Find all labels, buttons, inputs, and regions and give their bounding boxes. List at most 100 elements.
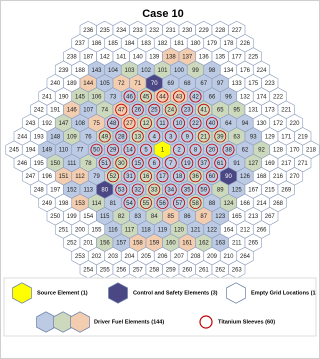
position-label: 239 — [58, 68, 69, 74]
position-label: 204 — [124, 254, 135, 260]
position-label: 100 — [174, 68, 185, 74]
position-label: 65 — [217, 108, 224, 114]
position-label: 22 — [192, 121, 199, 127]
position-label: 154 — [83, 214, 94, 220]
titanium-sleeve — [164, 103, 177, 116]
titanium-sleeve — [107, 117, 120, 130]
titanium-sleeve — [148, 156, 161, 169]
legend-swatch — [226, 282, 246, 304]
position-label: 233 — [133, 28, 144, 34]
position-label: 126 — [240, 174, 251, 180]
position-label: 200 — [75, 227, 86, 233]
titanium-sleeve — [123, 117, 136, 130]
position-label: 104 — [108, 68, 119, 74]
position-label: 178 — [223, 41, 234, 47]
position-label: 93 — [250, 134, 257, 140]
position-label: 11 — [159, 121, 166, 127]
position-label: 130 — [256, 121, 267, 127]
position-label: 158 — [133, 241, 144, 247]
position-label: 19 — [184, 161, 191, 167]
titanium-sleeve — [172, 117, 185, 130]
position-label: 145 — [75, 94, 86, 100]
position-label: 61 — [217, 161, 224, 167]
position-label: 55 — [143, 201, 150, 207]
position-label: 268 — [273, 201, 284, 207]
position-label: 28 — [118, 134, 125, 140]
position-label: 171 — [281, 134, 292, 140]
position-label: 265 — [248, 241, 259, 247]
position-label: 68 — [184, 81, 191, 87]
position-label: 223 — [265, 81, 276, 87]
position-label: 181 — [174, 41, 185, 47]
position-label: 99 — [192, 68, 199, 74]
titanium-sleeve — [164, 183, 177, 196]
position-label: 139 — [149, 54, 160, 60]
position-label: 125 — [232, 187, 243, 193]
position-label: 5 — [144, 148, 148, 154]
position-label: 90 — [225, 174, 232, 180]
titanium-sleeve — [189, 196, 202, 209]
position-label: 261 — [199, 267, 210, 273]
position-label: 121 — [190, 227, 201, 233]
position-label: 115 — [100, 214, 110, 220]
position-label: 250 — [50, 214, 61, 220]
position-label: 140 — [133, 54, 144, 60]
position-label: 167 — [248, 187, 259, 193]
titanium-sleeve — [181, 183, 194, 196]
position-label: 176 — [240, 68, 251, 74]
titanium-sleeve — [98, 156, 111, 169]
position-label: 197 — [50, 187, 61, 193]
position-label: 63 — [233, 134, 240, 140]
legend-label: Control and Safety Elements (3) — [133, 290, 218, 296]
position-label: 92 — [258, 148, 265, 154]
position-label: 26 — [134, 108, 141, 114]
position-label: 67 — [200, 81, 207, 87]
position-label: 70 — [151, 81, 158, 87]
titanium-sleeve — [139, 143, 152, 156]
position-label: 172 — [273, 121, 284, 127]
legend-swatch — [108, 282, 128, 304]
position-label: 13 — [134, 134, 141, 140]
position-label: 36 — [192, 174, 199, 180]
position-label: 10 — [176, 121, 183, 127]
position-label: 220 — [289, 121, 300, 127]
position-label: 259 — [166, 267, 177, 273]
titanium-sleeve — [164, 130, 177, 143]
position-label: 170 — [289, 148, 300, 154]
position-label: 77 — [77, 148, 84, 154]
position-label: 207 — [174, 254, 185, 260]
position-label: 74 — [101, 108, 108, 114]
position-label: 41 — [200, 108, 207, 114]
position-label: 116 — [108, 227, 118, 233]
title: Case 10 — [142, 8, 184, 20]
position-label: 144 — [83, 81, 94, 87]
titanium-sleeve — [156, 117, 169, 130]
position-label: 180 — [190, 41, 201, 47]
position-label: 185 — [108, 41, 119, 47]
position-label: 137 — [182, 54, 193, 60]
position-label: 156 — [100, 241, 111, 247]
position-label: 169 — [265, 161, 276, 167]
position-label: 40 — [209, 121, 216, 127]
position-label: 8 — [194, 148, 198, 154]
position-label: 108 — [75, 121, 86, 127]
titanium-sleeve — [139, 90, 152, 103]
position-label: 15 — [134, 161, 141, 167]
position-label: 240 — [50, 81, 61, 87]
position-label: 124 — [223, 201, 234, 207]
position-label: 141 — [116, 54, 127, 60]
position-label: 82 — [118, 214, 125, 220]
position-label: 113 — [83, 187, 93, 193]
position-label: 205 — [141, 254, 152, 260]
titanium-sleeve — [189, 143, 202, 156]
position-label: 195 — [34, 161, 45, 167]
position-label: 37 — [200, 161, 207, 167]
position-label: 29 — [110, 148, 117, 154]
titanium-sleeve — [172, 196, 185, 209]
position-label: 43 — [176, 94, 183, 100]
position-label: 3 — [169, 134, 173, 140]
position-label: 234 — [116, 28, 127, 34]
position-label: 73 — [110, 94, 117, 100]
position-label: 59 — [200, 187, 207, 193]
